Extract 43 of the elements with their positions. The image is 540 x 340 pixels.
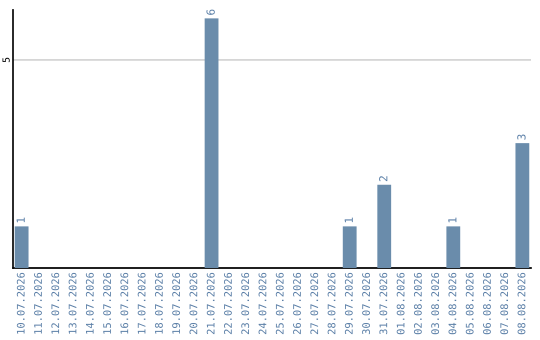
bar: [515, 143, 530, 268]
data-label: 1: [344, 218, 353, 222]
x-tick-label: 20.07.2026: [189, 272, 198, 334]
bar: [446, 226, 460, 268]
x-tick-label: 08.08.2026: [518, 272, 526, 334]
x-tick-label: 02.08.2026: [414, 272, 422, 334]
x-tick-label: 31.07.2026: [379, 272, 388, 334]
y-tick-label: 5: [2, 58, 10, 62]
x-tick-label: 11.07.2026: [34, 272, 42, 334]
x-tick-label: 30.07.2026: [362, 272, 370, 334]
x-tick-label: 29.07.2026: [344, 272, 353, 334]
x-tick-label: 19.07.2026: [172, 272, 180, 334]
bar: [377, 184, 392, 268]
x-tick-label: 25.07.2026: [276, 272, 284, 334]
x-tick-label: 17.07.2026: [138, 272, 146, 334]
x-tick-label: 26.07.2026: [293, 272, 301, 334]
data-label: 6: [206, 10, 215, 15]
x-tick-label: 24.07.2026: [258, 272, 266, 334]
bar: [14, 226, 29, 268]
bar: [204, 18, 218, 268]
x-tick-label: 10.07.2026: [16, 272, 25, 334]
x-tick-label: 07.08.2026: [500, 272, 508, 334]
x-tick-label: 04.08.2026: [448, 272, 456, 334]
x-tick-label: 05.08.2026: [466, 272, 474, 334]
x-tick-label: 16.07.2026: [120, 272, 128, 334]
data-label: 2: [379, 176, 388, 182]
x-tick-label: 23.07.2026: [241, 272, 250, 334]
x-tick-label: 13.07.2026: [68, 272, 76, 334]
x-tick-label: 28.07.2026: [328, 272, 336, 334]
x-tick-label: 14.07.2026: [86, 272, 94, 334]
x-tick-label: 18.07.2026: [154, 272, 163, 334]
x-tick-label: 21.07.2026: [206, 272, 215, 334]
x-tick-label: 06.08.2026: [483, 272, 491, 334]
x-tick-label: 01.08.2026: [396, 272, 405, 334]
x-tick-label: 22.07.2026: [224, 272, 232, 334]
bar: [342, 226, 357, 268]
data-label: 1: [448, 218, 456, 222]
data-label: 3: [517, 134, 526, 140]
x-tick-label: 12.07.2026: [51, 272, 60, 334]
x-tick-label: 03.08.2026: [431, 272, 440, 334]
x-tick-label: 27.07.2026: [310, 272, 318, 334]
x-tick-label: 15.07.2026: [103, 272, 112, 334]
data-label: 1: [16, 218, 25, 222]
